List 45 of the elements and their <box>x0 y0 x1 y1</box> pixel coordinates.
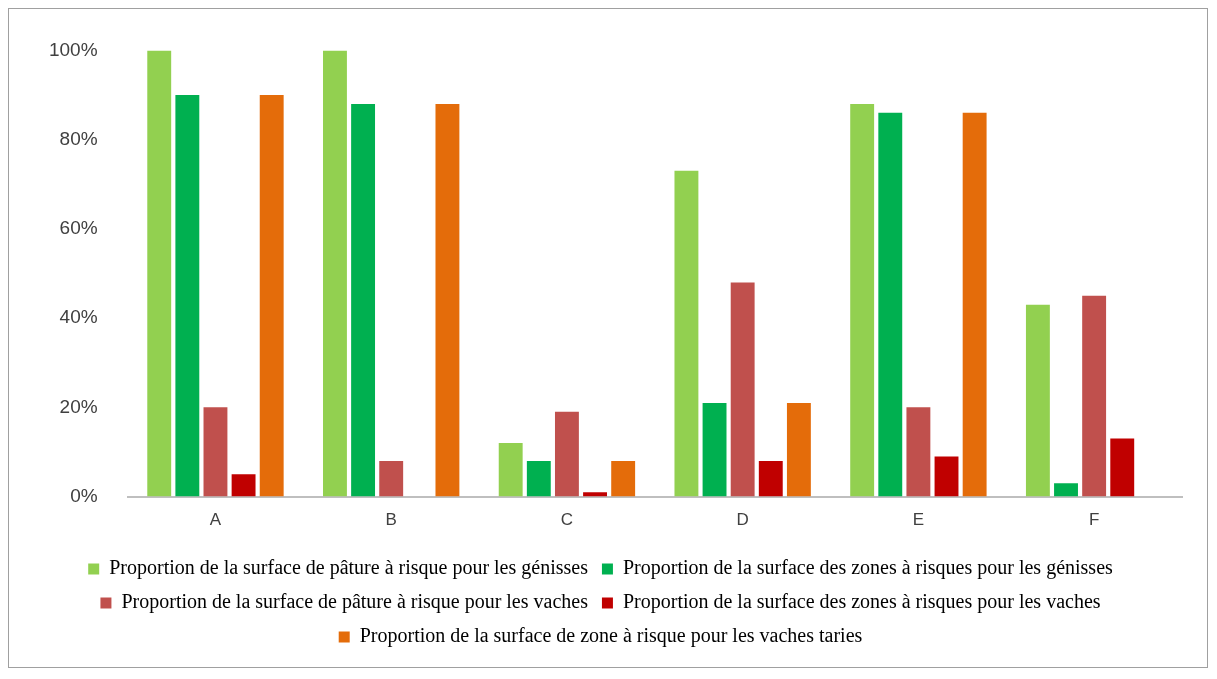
bar <box>259 95 284 497</box>
x-tick-label: C <box>560 510 574 530</box>
bar <box>379 460 404 497</box>
bar <box>786 402 811 497</box>
bar <box>203 407 228 497</box>
bar <box>1082 295 1107 497</box>
y-tick-label: 20% <box>59 395 98 417</box>
bar <box>351 103 376 497</box>
legend-label: Proportion de la surface de pâture à risque pour les vaches <box>121 590 589 614</box>
bar <box>175 95 200 497</box>
x-tick-label: A <box>209 510 222 530</box>
bar <box>147 50 172 497</box>
x-tick-label: F <box>1088 510 1100 530</box>
legend-label: Proportion de la surface des zones à risques pour les génisses <box>622 556 1114 580</box>
bar <box>583 492 607 497</box>
bar <box>1054 483 1078 497</box>
bar <box>850 103 875 497</box>
y-tick-label: 100% <box>48 38 98 60</box>
bar <box>906 407 931 497</box>
x-tick-label: B <box>385 510 397 530</box>
legend-label: Proportion de la surface de pâture à risque pour les génisses <box>109 556 589 580</box>
y-tick-label: 0% <box>70 484 98 506</box>
y-tick-label: 60% <box>59 217 98 239</box>
bar <box>702 402 727 497</box>
legend-label: Proportion de la surface des zones à risques pour les vaches <box>622 590 1101 614</box>
bar <box>674 170 699 497</box>
bar <box>1025 304 1050 497</box>
y-tick-label: 40% <box>59 306 98 328</box>
bar <box>1110 438 1135 497</box>
bar <box>231 474 256 497</box>
bar <box>730 282 755 497</box>
legend-label: Proportion de la surface de zone à risque pour les vaches taries <box>359 624 863 648</box>
bar <box>878 112 903 497</box>
bar <box>934 456 959 497</box>
bar <box>554 411 579 497</box>
bar <box>962 112 987 497</box>
y-tick-label: 80% <box>59 127 98 149</box>
x-tick-label: D <box>736 510 749 530</box>
bar <box>526 460 551 497</box>
bar <box>758 460 783 497</box>
x-tick-label: E <box>912 510 925 530</box>
bar <box>323 50 347 497</box>
bar <box>611 460 636 497</box>
bar <box>435 103 460 497</box>
bar <box>498 443 523 497</box>
